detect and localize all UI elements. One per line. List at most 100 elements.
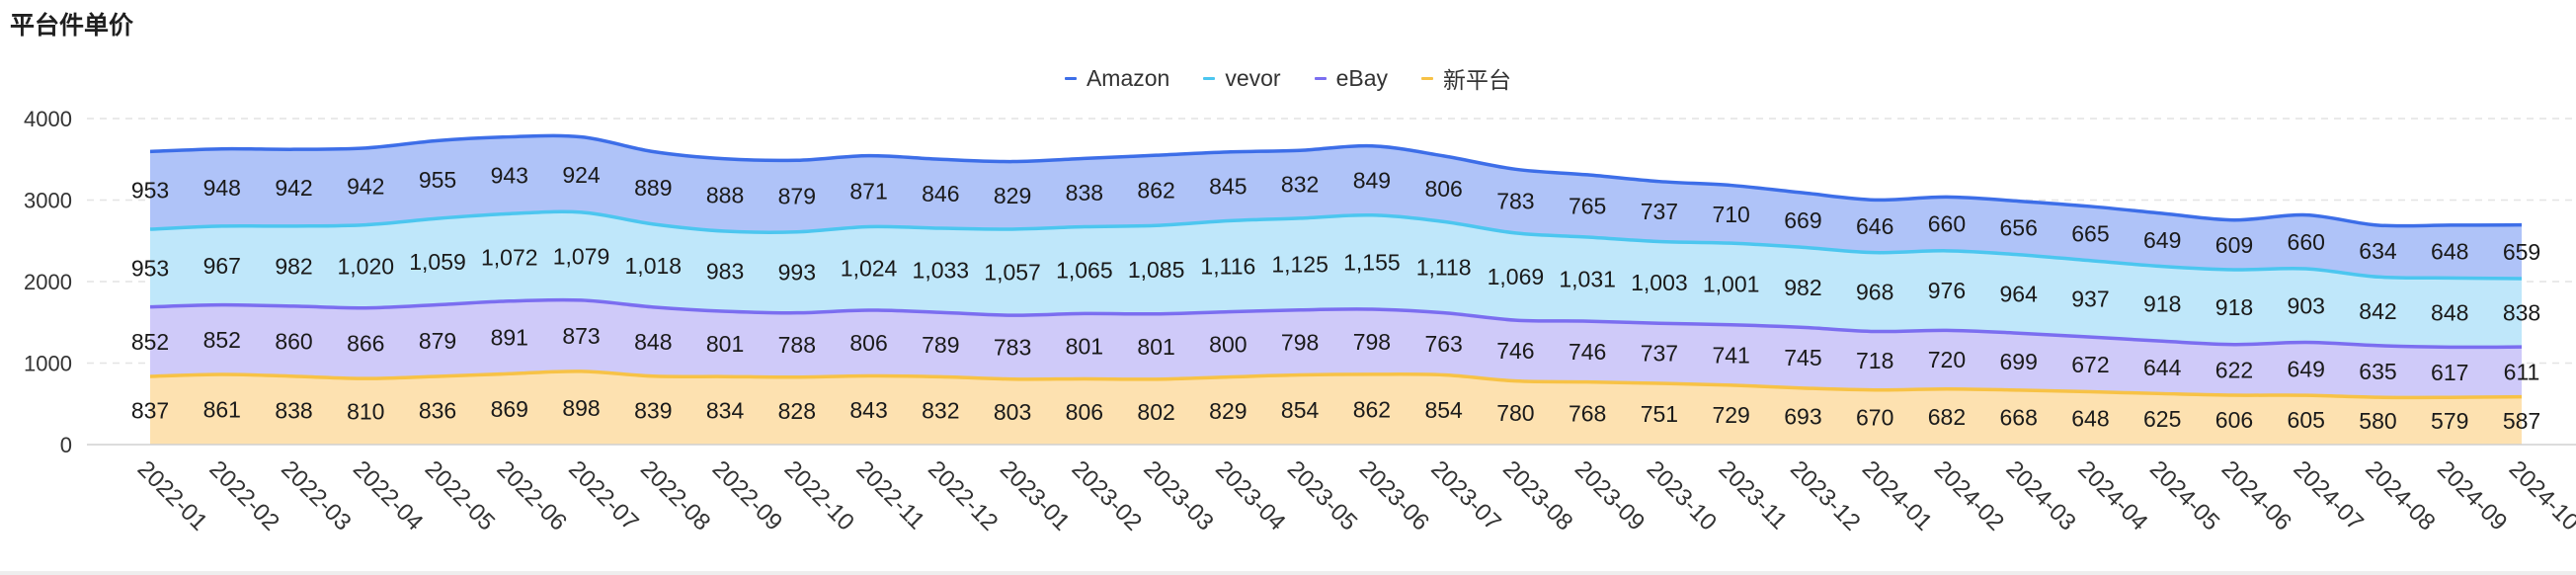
x-tick-label: 2024-10 xyxy=(2504,455,2576,535)
data-label-amazon: 737 xyxy=(1641,199,1678,224)
data-label-vevor: 1,020 xyxy=(337,254,394,280)
data-label-new-platform: 625 xyxy=(2143,406,2181,432)
data-label-ebay: 801 xyxy=(1137,334,1174,360)
y-tick-label: 2000 xyxy=(24,270,72,294)
data-label-ebay: 788 xyxy=(778,332,816,358)
data-label-vevor: 953 xyxy=(131,255,169,281)
data-label-new-platform: 606 xyxy=(2215,407,2253,433)
data-label-vevor: 1,125 xyxy=(1271,251,1328,277)
data-label-amazon: 783 xyxy=(1496,189,1534,214)
data-label-amazon: 634 xyxy=(2359,238,2397,264)
data-label-new-platform: 803 xyxy=(994,399,1031,425)
legend-item-ebay[interactable]: eBay xyxy=(1314,61,1388,95)
data-label-amazon: 832 xyxy=(1281,172,1319,198)
data-label-vevor: 1,033 xyxy=(913,258,970,284)
data-label-ebay: 860 xyxy=(275,328,312,354)
chart-title: 平台件单价 xyxy=(10,12,134,40)
data-label-vevor: 964 xyxy=(2000,281,2039,306)
data-label-new-platform: 802 xyxy=(1137,399,1174,425)
x-tick-label: 2024-06 xyxy=(2216,455,2296,535)
data-label-vevor: 968 xyxy=(1856,280,1893,305)
x-tick-label: 2023-08 xyxy=(1497,455,1577,535)
x-tick-label: 2023-11 xyxy=(1713,455,1792,534)
data-label-new-platform: 729 xyxy=(1712,402,1749,428)
data-label-ebay: 891 xyxy=(491,325,528,351)
data-label-amazon: 829 xyxy=(994,183,1031,208)
x-tick-label: 2024-03 xyxy=(2000,455,2080,535)
data-label-amazon: 710 xyxy=(1712,202,1749,227)
data-label-amazon: 849 xyxy=(1353,168,1391,194)
data-label-amazon: 765 xyxy=(1569,193,1606,218)
data-label-amazon: 948 xyxy=(203,175,241,201)
bottom-scrollbar-track xyxy=(0,571,2576,575)
data-label-vevor: 1,001 xyxy=(1703,271,1760,296)
data-label-new-platform: 751 xyxy=(1641,401,1678,427)
data-label-vevor: 937 xyxy=(2071,286,2109,311)
data-label-vevor: 1,079 xyxy=(553,243,610,269)
data-label-ebay: 741 xyxy=(1712,342,1749,368)
data-label-ebay: 746 xyxy=(1569,339,1606,365)
x-tick-label: 2024-09 xyxy=(2432,455,2512,535)
data-label-vevor: 982 xyxy=(1784,275,1821,300)
data-label-vevor: 1,059 xyxy=(409,249,466,275)
data-label-amazon: 659 xyxy=(2503,239,2540,265)
area-amazon xyxy=(150,135,2522,280)
data-label-amazon: 862 xyxy=(1137,178,1174,204)
data-label-ebay: 801 xyxy=(706,331,744,357)
data-label-vevor: 1,116 xyxy=(1200,254,1255,280)
data-label-new-platform: 648 xyxy=(2071,405,2109,431)
data-label-amazon: 845 xyxy=(1209,174,1247,200)
chart-legend: Amazon vevor eBay 新平台 xyxy=(0,61,2576,95)
data-label-amazon: 871 xyxy=(849,179,887,205)
data-label-new-platform: 693 xyxy=(1784,403,1821,429)
legend-label-vevor: vevor xyxy=(1225,64,1281,91)
data-label-ebay: 649 xyxy=(2288,356,2325,381)
data-label-amazon: 942 xyxy=(347,174,384,200)
x-tick-label: 2023-03 xyxy=(1138,455,1218,535)
legend-item-amazon[interactable]: Amazon xyxy=(1064,61,1169,95)
data-label-new-platform: 832 xyxy=(922,398,959,424)
legend-item-new-platform[interactable]: 新平台 xyxy=(1421,61,1511,95)
x-tick-label: 2022-02 xyxy=(204,455,284,535)
data-label-amazon: 806 xyxy=(1424,176,1462,202)
x-tick-label: 2023-04 xyxy=(1210,455,1290,535)
data-label-new-platform: 806 xyxy=(1066,399,1103,425)
data-label-new-platform: 854 xyxy=(1281,397,1320,423)
data-label-new-platform: 854 xyxy=(1424,397,1463,423)
x-tick-label: 2022-06 xyxy=(492,455,572,535)
x-tick-label: 2022-07 xyxy=(563,455,643,535)
data-label-vevor: 1,057 xyxy=(984,260,1041,286)
data-label-ebay: 644 xyxy=(2143,355,2182,380)
legend-swatch-ebay xyxy=(1314,76,1327,80)
data-label-ebay: 879 xyxy=(419,328,456,354)
x-tick-label: 2022-05 xyxy=(420,455,500,535)
data-label-vevor: 982 xyxy=(275,253,312,279)
data-label-amazon: 846 xyxy=(922,181,959,206)
data-label-amazon: 669 xyxy=(1784,207,1821,233)
data-label-ebay: 798 xyxy=(1281,330,1319,356)
line-vevor xyxy=(149,209,2523,281)
data-label-ebay: 745 xyxy=(1784,345,1821,370)
x-tick-label: 2022-10 xyxy=(779,455,859,535)
data-label-new-platform: 580 xyxy=(2359,408,2396,434)
x-tick-label: 2024-07 xyxy=(2288,455,2368,535)
x-tick-label: 2022-04 xyxy=(348,455,428,535)
data-label-new-platform: 834 xyxy=(706,398,745,424)
y-tick-label: 3000 xyxy=(24,189,72,213)
data-label-new-platform: 836 xyxy=(419,398,456,424)
data-label-ebay: 672 xyxy=(2071,352,2109,377)
data-label-amazon: 955 xyxy=(419,167,456,193)
data-label-amazon: 953 xyxy=(131,178,169,204)
data-label-vevor: 976 xyxy=(1928,278,1966,303)
data-label-vevor: 1,024 xyxy=(841,256,898,282)
data-label-ebay: 763 xyxy=(1424,331,1462,357)
data-label-amazon: 838 xyxy=(1066,180,1103,205)
data-label-new-platform: 898 xyxy=(562,395,600,421)
line-amazon xyxy=(149,133,2523,228)
data-label-new-platform: 682 xyxy=(1928,404,1966,430)
data-label-vevor: 1,003 xyxy=(1631,270,1688,295)
x-tick-label: 2022-11 xyxy=(850,455,929,534)
data-label-ebay: 635 xyxy=(2359,359,2396,384)
legend-swatch-vevor xyxy=(1203,76,1216,80)
legend-item-vevor[interactable]: vevor xyxy=(1203,61,1281,95)
